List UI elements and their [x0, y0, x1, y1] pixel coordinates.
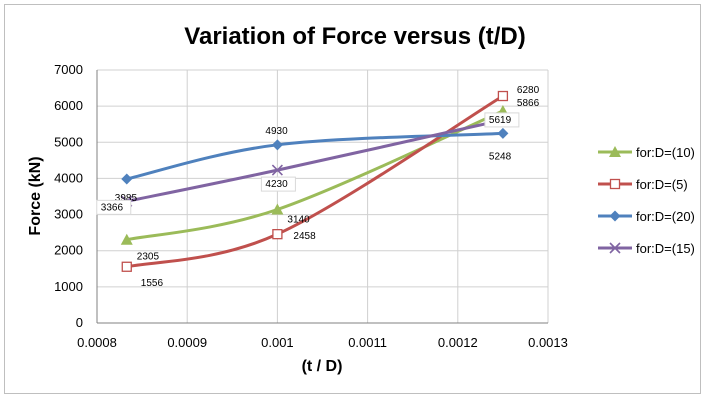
data-point [271, 203, 284, 215]
y-tick-label: 6000 [54, 98, 83, 113]
legend-marker [609, 242, 621, 254]
series-line [126, 118, 504, 203]
legend-marker [609, 178, 621, 190]
legend-label: for:D=(20) [636, 209, 695, 224]
legend-item: for:D=(5) [598, 177, 688, 192]
legend-item: for:D=(20) [598, 209, 695, 224]
data-point [272, 229, 283, 240]
data-label-box [484, 112, 520, 128]
x-axis-label: (t / D) [302, 358, 343, 375]
data-labels: 2305 3140 5866 1556 2458 6280 3985 4930 5248 3366… [96, 85, 540, 289]
data-label: 2458 [293, 231, 316, 242]
data-label: 3985 [115, 193, 138, 204]
series-3 [121, 127, 509, 185]
gridlines [96, 69, 549, 324]
x-tick-label: 0.0012 [438, 335, 478, 350]
legend-marker [609, 146, 621, 157]
y-tick-label: 0 [76, 315, 83, 330]
data-label: 6280 [517, 85, 540, 96]
data-point [271, 164, 283, 176]
legend-label: for:D=(10) [636, 145, 695, 160]
data-label: 3140 [287, 215, 310, 226]
series-lines [120, 90, 509, 272]
data-label: 5866 [517, 98, 540, 109]
chart-title: Variation of Force versus (t/D) [184, 23, 525, 50]
y-tick-label: 5000 [54, 134, 83, 149]
y-tick-label: 3000 [54, 207, 83, 222]
x-tick-label: 0.0013 [528, 335, 568, 350]
data-label: 1556 [141, 278, 164, 289]
series-line [126, 109, 504, 242]
legend-marker [609, 210, 621, 222]
legend-item: for:D=(10) [598, 145, 695, 160]
data-point [497, 127, 509, 139]
data-label: 4230 [265, 179, 288, 190]
data-label-box [96, 199, 132, 215]
data-label: 5619 [489, 115, 512, 126]
data-point [121, 261, 132, 272]
chart-frame [4, 4, 701, 394]
legend-item: for:D=(15) [598, 241, 695, 256]
series-line [126, 131, 503, 181]
data-label: 5248 [489, 151, 512, 162]
series-line [126, 94, 504, 269]
data-point [497, 90, 509, 102]
legend-label: for:D=(15) [636, 241, 695, 256]
data-label: 2305 [137, 252, 160, 263]
x-tick-label: 0.0008 [77, 335, 117, 350]
series-2 [121, 90, 509, 272]
y-tick-label: 2000 [54, 243, 83, 258]
data-point [121, 173, 133, 185]
legend: for:D=(10) for:D=(5) for:D=(20) for:D=(15) [598, 145, 695, 256]
data-point [271, 139, 283, 151]
x-tick-label: 0.0009 [167, 335, 207, 350]
series-1 [120, 104, 509, 245]
x-tick-label: 0.001 [261, 335, 294, 350]
axes [96, 70, 548, 324]
y-tick-label: 7000 [54, 62, 83, 77]
y-tick-label: 4000 [54, 170, 83, 185]
legend-label: for:D=(5) [636, 177, 688, 192]
data-point [120, 233, 133, 245]
data-label-box [260, 176, 296, 192]
y-axis-label: Force (kN) [27, 156, 44, 235]
x-tick-label: 0.0011 [348, 335, 387, 350]
y-tick-label: 1000 [54, 279, 83, 294]
tick-labels: 0 1000 2000 3000 4000 5000 6000 7000 0.0008 0.000… [54, 62, 568, 350]
data-label: 4930 [265, 126, 288, 137]
data-label: 3366 [101, 202, 124, 213]
